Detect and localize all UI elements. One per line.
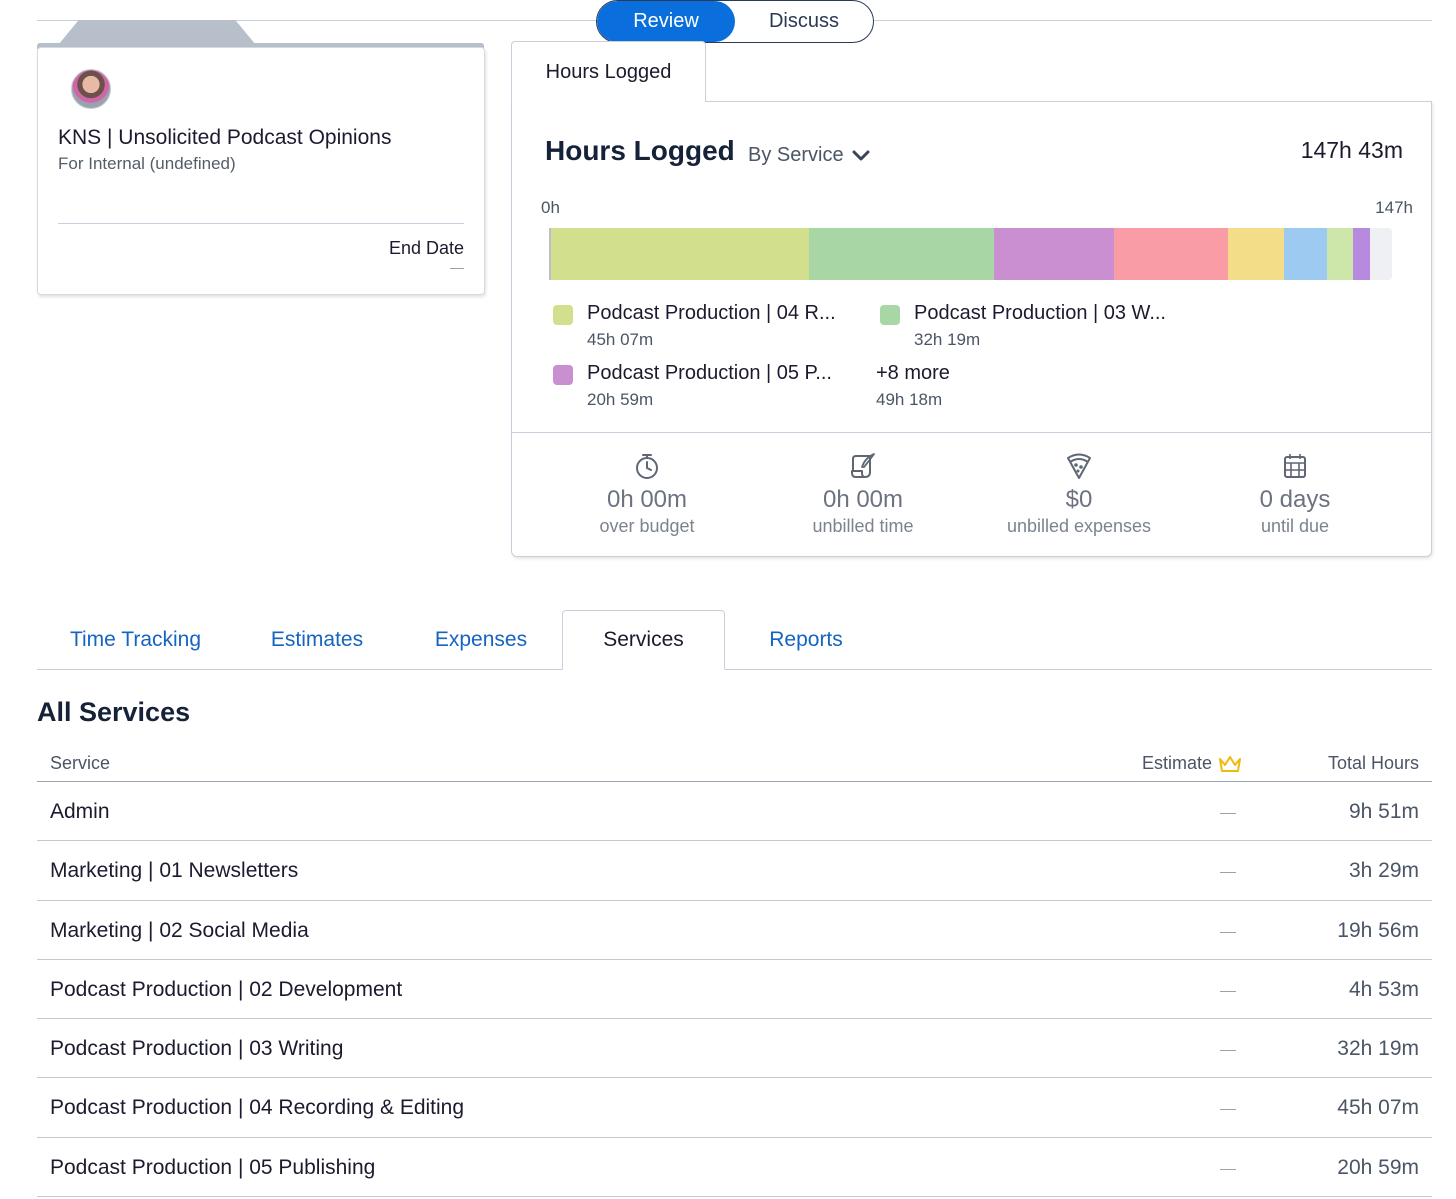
legend-name: Podcast Production | 03 W... xyxy=(914,302,1166,324)
estimate-empty-value xyxy=(1220,1168,1236,1170)
stats-divider xyxy=(512,432,1431,433)
bar-segment[interactable] xyxy=(994,228,1115,280)
legend-name: Podcast Production | 04 R... xyxy=(587,302,836,324)
crown-icon xyxy=(1219,755,1241,772)
calendar-icon xyxy=(1284,454,1306,478)
group-by-label: By Service xyxy=(748,144,844,166)
tab-reports[interactable]: Reports xyxy=(725,610,887,670)
bar-segment[interactable] xyxy=(1327,228,1353,280)
services-title: All Services xyxy=(37,697,191,727)
total-hours-value: 32h 19m xyxy=(1337,1037,1419,1061)
axis-min-label: 0h xyxy=(541,198,560,217)
legend-name: Podcast Production | 05 P... xyxy=(587,362,832,384)
hours-logged-panel: Hours Logged By Service 147h 43m 0h 147h… xyxy=(511,101,1432,557)
service-name: Podcast Production | 04 Recording & Edit… xyxy=(50,1096,465,1120)
hours-total: 147h 43m xyxy=(1300,137,1403,163)
legend-swatch xyxy=(553,365,573,385)
tab-expenses[interactable]: Expenses xyxy=(400,610,562,670)
estimate-empty-value xyxy=(1220,1050,1236,1052)
legend-swatch xyxy=(880,305,900,325)
discuss-toggle-button[interactable]: Discuss xyxy=(768,10,839,32)
chevron-down-icon xyxy=(852,150,870,160)
tab-estimates[interactable]: Estimates xyxy=(236,610,398,670)
project-tabs: Time Tracking Estimates Expenses Service… xyxy=(37,610,1432,670)
end-date-label: End Date xyxy=(388,238,464,258)
bar-segment[interactable] xyxy=(1114,228,1229,280)
tab-services[interactable]: Services xyxy=(562,610,725,670)
project-subtitle: For Internal (undefined) xyxy=(58,154,236,173)
project-title: KNS | Unsolicited Podcast Opinions xyxy=(58,126,392,149)
legend-swatch xyxy=(553,305,573,325)
estimate-label: Estimate xyxy=(1141,753,1212,773)
table-row[interactable]: Marketing | 02 Social Media 19h 56m xyxy=(37,901,1432,960)
table-row[interactable]: Podcast Production | 04 Recording & Edit… xyxy=(37,1078,1432,1138)
hours-logged-title: Hours Logged xyxy=(545,135,735,166)
project-card-divider xyxy=(58,223,464,224)
stat-label: over budget xyxy=(599,516,695,536)
review-toggle-button[interactable]: Review xyxy=(597,1,735,42)
estimate-empty-value xyxy=(1220,1109,1236,1111)
table-row[interactable]: Marketing | 01 Newsletters 3h 29m xyxy=(37,841,1432,901)
stat-value: 0 days xyxy=(1259,486,1331,513)
hours-stacked-bar xyxy=(549,228,1392,280)
legend-value: 45h 07m xyxy=(587,330,654,349)
avatar[interactable] xyxy=(71,69,111,109)
table-row[interactable]: Podcast Production | 02 Development 4h 5… xyxy=(37,960,1432,1020)
stat-until-due: 0 days until due xyxy=(1185,452,1405,537)
service-name: Marketing | 01 Newsletters xyxy=(50,859,299,883)
axis-max-label: 147h xyxy=(1375,198,1413,217)
services-table: Service Estimate Total Hours Admin 9h 51… xyxy=(37,750,1432,1198)
pizza-slice-icon xyxy=(1067,453,1091,479)
estimate-empty-value xyxy=(1220,990,1236,992)
legend-more-value: 49h 18m xyxy=(876,390,943,409)
scroll-quill-icon xyxy=(851,453,875,478)
bar-segment[interactable] xyxy=(1228,228,1285,280)
services-table-header: Service Estimate Total Hours xyxy=(37,750,1432,782)
legend-more-label: +8 more xyxy=(876,362,950,384)
total-hours-value: 9h 51m xyxy=(1348,800,1419,823)
tab-time-tracking[interactable]: Time Tracking xyxy=(37,610,234,670)
service-name: Podcast Production | 03 Writing xyxy=(50,1037,344,1061)
stat-unbilled-time: 0h 00m unbilled time xyxy=(753,452,973,537)
bar-segment[interactable] xyxy=(1284,228,1328,280)
estimate-empty-value xyxy=(1220,813,1236,814)
total-hours-value: 4h 53m xyxy=(1348,977,1419,1001)
stopwatch-icon xyxy=(636,454,658,479)
bar-segment[interactable] xyxy=(1352,228,1370,280)
stat-value: 0h 00m xyxy=(822,486,904,513)
total-hours-value: 45h 07m xyxy=(1337,1096,1419,1120)
column-header-service[interactable]: Service xyxy=(50,753,111,773)
stat-label: until due xyxy=(1260,516,1330,536)
table-row[interactable]: Podcast Production | 03 Writing 32h 19m xyxy=(37,1019,1432,1079)
table-row[interactable]: Admin 9h 51m xyxy=(37,782,1432,842)
column-header-estimate[interactable]: Estimate xyxy=(1142,753,1242,774)
stat-value: 0h 00m xyxy=(606,486,688,513)
bar-segment[interactable] xyxy=(809,228,995,280)
stat-value: $0 xyxy=(1065,486,1093,513)
stat-unbilled-expenses: $0 unbilled expenses xyxy=(969,452,1189,537)
total-hours-value: 19h 56m xyxy=(1337,918,1419,942)
service-name: Podcast Production | 05 Publishing xyxy=(50,1155,376,1179)
project-card-tab-bar xyxy=(37,43,484,49)
legend-value: 20h 59m xyxy=(587,390,654,409)
stat-label: unbilled expenses xyxy=(1006,516,1152,536)
estimate-empty-value xyxy=(1220,872,1236,874)
tab-hours-logged[interactable]: Hours Logged xyxy=(511,41,706,102)
table-row[interactable]: Podcast Production | 05 Publishing 20h 5… xyxy=(37,1138,1432,1198)
total-hours-value: 3h 29m xyxy=(1348,859,1419,883)
bar-segment[interactable] xyxy=(551,228,810,280)
column-header-total-hours[interactable]: Total Hours xyxy=(1327,753,1419,773)
stat-over-budget: 0h 00m over budget xyxy=(537,452,757,537)
group-by-dropdown[interactable]: By Service xyxy=(748,144,870,167)
estimate-empty-value xyxy=(1220,931,1236,933)
stat-label: unbilled time xyxy=(812,516,914,536)
project-card[interactable]: KNS | Unsolicited Podcast Opinions For I… xyxy=(37,47,485,295)
service-name: Podcast Production | 02 Development xyxy=(50,977,403,1001)
end-date-empty-value xyxy=(450,268,464,269)
legend-value: 32h 19m xyxy=(914,330,981,349)
service-name: Admin xyxy=(50,800,110,823)
view-toggle: Review Discuss xyxy=(596,0,874,43)
service-name: Marketing | 02 Social Media xyxy=(50,918,309,942)
total-hours-value: 20h 59m xyxy=(1337,1155,1419,1179)
